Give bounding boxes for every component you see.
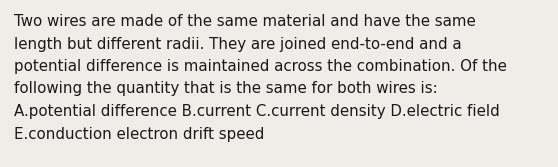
- Text: E.conduction electron drift speed: E.conduction electron drift speed: [14, 126, 264, 141]
- Text: length but different radii. They are joined end-to-end and a: length but different radii. They are joi…: [14, 37, 461, 51]
- Text: following the quantity that is the same for both wires is:: following the quantity that is the same …: [14, 81, 437, 97]
- Text: potential difference is maintained across the combination. Of the: potential difference is maintained acros…: [14, 59, 507, 74]
- Text: A.potential difference B.current C.current density D.electric field: A.potential difference B.current C.curre…: [14, 104, 500, 119]
- Text: Two wires are made of the same material and have the same: Two wires are made of the same material …: [14, 14, 476, 29]
